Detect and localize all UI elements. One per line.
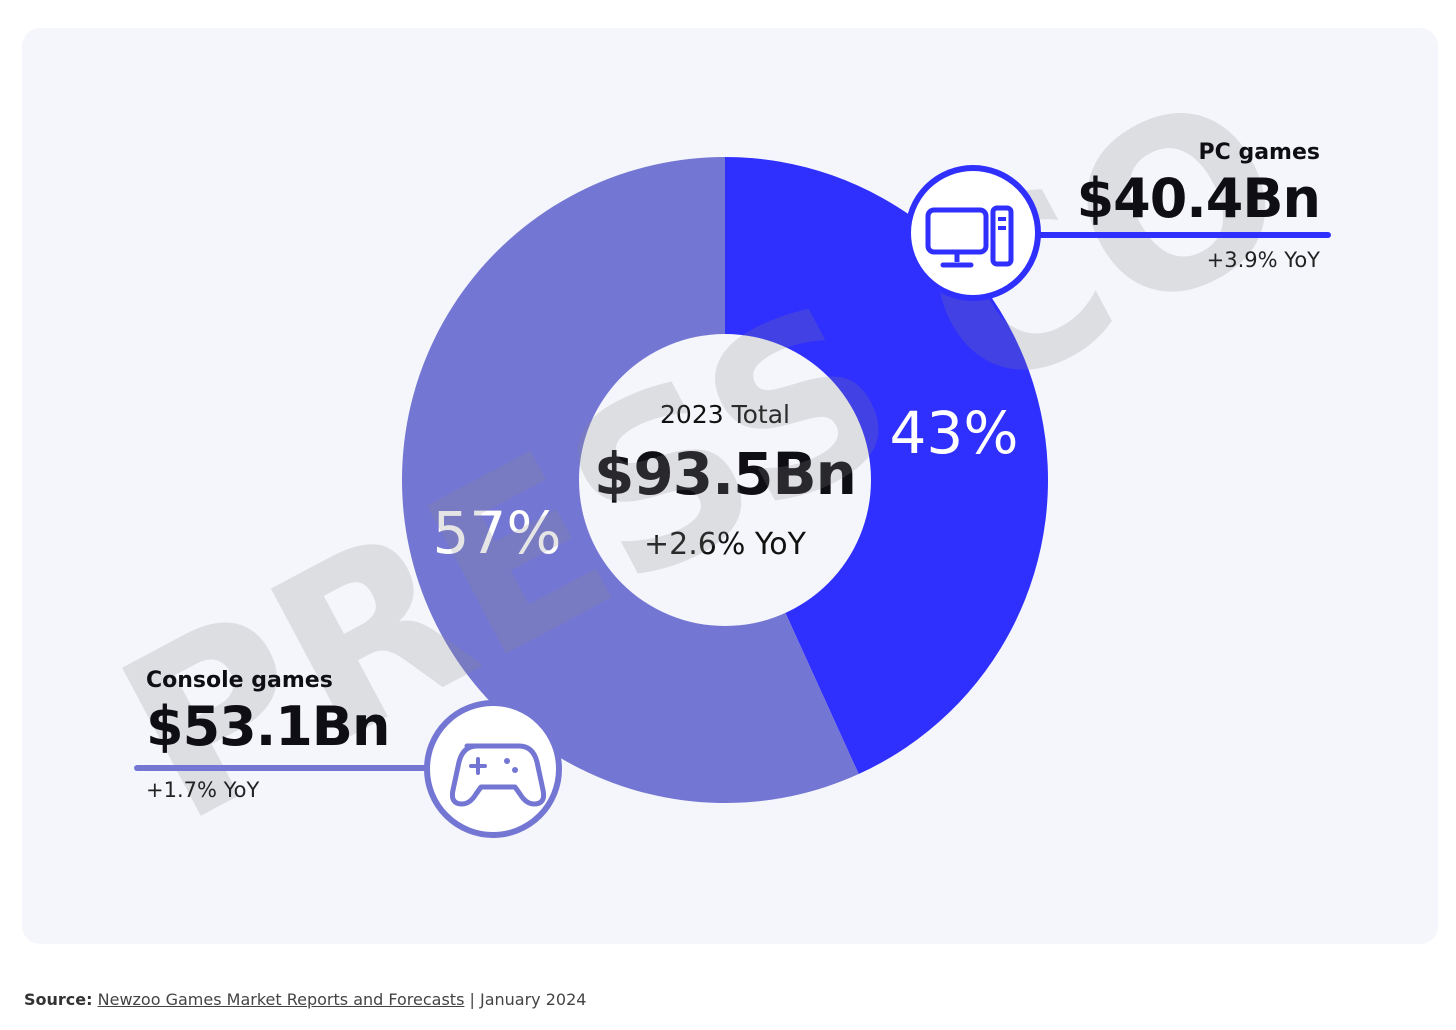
donut-chart: 2023 Total $93.5Bn +2.6% YoY 43% 57% PRE… xyxy=(83,43,1331,874)
pc-name: PC games xyxy=(1198,140,1320,165)
console-label-block: Console games $53.1Bn +1.7% YoY xyxy=(146,668,390,802)
source-line: Source: Newzoo Games Market Reports and … xyxy=(24,990,586,1009)
pc-value: $40.4Bn xyxy=(1076,167,1321,230)
source-label: Source: xyxy=(24,990,93,1009)
total-value: $93.5Bn xyxy=(594,440,856,508)
console-percent-label: 57% xyxy=(433,499,562,567)
console-yoy: +1.7% YoY xyxy=(146,778,260,802)
console-name: Console games xyxy=(146,668,333,693)
desktop-computer-icon xyxy=(905,165,1041,301)
gamepad-icon xyxy=(424,700,562,838)
source-date: | January 2024 xyxy=(469,990,587,1009)
total-yoy: +2.6% YoY xyxy=(644,527,807,562)
slice-pc-games xyxy=(725,157,1048,775)
pc-percent-label: 43% xyxy=(890,399,1019,467)
pc-yoy: +3.9% YoY xyxy=(1206,248,1320,272)
console-value: $53.1Bn xyxy=(146,695,390,758)
pc-label-block: PC games $40.4Bn +3.9% YoY xyxy=(1076,140,1321,272)
donut-hole xyxy=(579,334,871,626)
chart-card: 2023 Total $93.5Bn +2.6% YoY 43% 57% PRE… xyxy=(22,28,1438,944)
total-title: 2023 Total xyxy=(660,400,790,429)
source-link[interactable]: Newzoo Games Market Reports and Forecast… xyxy=(97,990,465,1009)
